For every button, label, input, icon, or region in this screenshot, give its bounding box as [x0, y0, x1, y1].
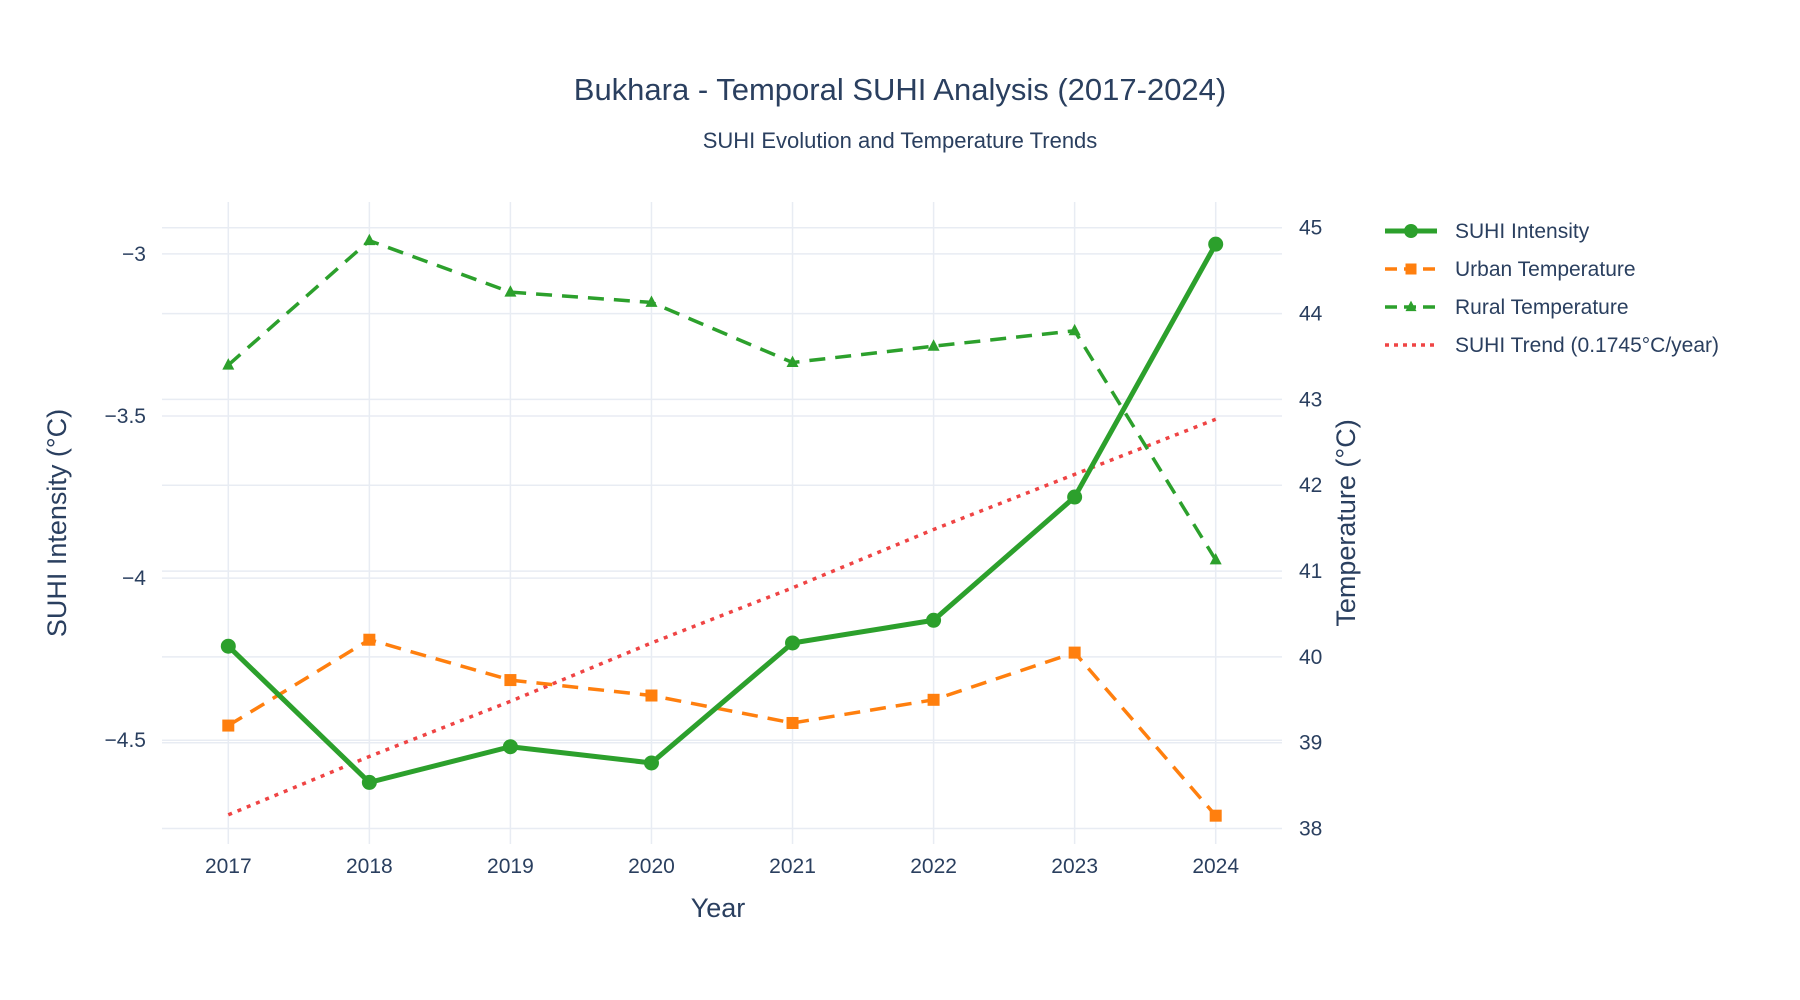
y2-tick-label: 41 — [1299, 560, 1322, 583]
y2-axis-title: Temperature (°C) — [1331, 419, 1361, 626]
series-suhi-trend-0-1745-c-year — [227, 417, 1217, 817]
data-point — [361, 774, 377, 790]
data-point — [363, 233, 376, 246]
legend-marker — [1404, 224, 1418, 238]
y2-tick-label: 39 — [1299, 732, 1322, 755]
data-point — [645, 689, 658, 702]
data-point — [222, 358, 235, 370]
data-point — [1209, 809, 1222, 822]
legend-label: Rural Temperature — [1455, 296, 1629, 319]
legend-item-rural-temperature[interactable]: Rural Temperature — [1385, 296, 1629, 319]
legend-label: SUHI Trend (0.1745°C/year) — [1455, 334, 1719, 357]
x-tick-label: 2019 — [487, 855, 534, 878]
x-tick-label: 2017 — [205, 855, 252, 878]
series-rural-temperature — [222, 233, 1222, 565]
x-tick-label: 2021 — [769, 855, 816, 878]
series-line — [227, 238, 1218, 561]
data-point — [1067, 489, 1083, 505]
x-tick-label: 2023 — [1051, 855, 1098, 878]
data-point — [1068, 323, 1081, 336]
y2-tick-label: 40 — [1299, 646, 1322, 669]
legend-item-suhi-intensity[interactable]: SUHI Intensity — [1385, 220, 1590, 243]
legend-marker — [1405, 263, 1417, 275]
y2-tick-label: 43 — [1299, 388, 1322, 411]
data-point — [643, 755, 659, 771]
y-tick-label: −3.5 — [105, 405, 146, 428]
y-tick-label: −4.5 — [105, 729, 146, 752]
data-point — [363, 633, 376, 646]
data-point — [502, 739, 518, 755]
data-point — [926, 612, 942, 628]
y-axis-title: SUHI Intensity (°C) — [42, 409, 72, 637]
x-axis-title: Year — [691, 893, 746, 923]
legend-item-urban-temperature[interactable]: Urban Temperature — [1385, 258, 1636, 281]
x-tick-label: 2020 — [628, 855, 675, 878]
data-point — [785, 635, 801, 651]
x-tick-label: 2024 — [1192, 855, 1239, 878]
data-point — [1208, 236, 1224, 252]
legend-label: Urban Temperature — [1455, 258, 1636, 281]
data-point — [1209, 553, 1222, 565]
y2-tick-label: 38 — [1299, 818, 1322, 841]
series-line — [226, 242, 1218, 785]
chart-title: Bukhara - Temporal SUHI Analysis (2017-2… — [574, 72, 1226, 107]
series-urban-temperature — [222, 633, 1222, 822]
data-point — [1068, 646, 1081, 659]
y2-tick-label: 45 — [1299, 217, 1322, 240]
tick-labels: 2017 2018 2019 2020 2021 2022 2023 2024 −3 −3.5 −4… — [105, 217, 1323, 878]
data-point — [786, 716, 799, 729]
series-line — [227, 637, 1218, 817]
legend-item-suhi-trend-0-1745-c-year[interactable]: SUHI Trend (0.1745°C/year) — [1385, 334, 1719, 357]
y2-tick-label: 42 — [1299, 474, 1322, 497]
legend-label: SUHI Intensity — [1455, 220, 1590, 243]
series-line — [227, 417, 1217, 817]
gridlines — [162, 202, 1282, 844]
series-suhi-intensity — [220, 236, 1224, 790]
data-point — [222, 719, 235, 732]
data-point — [927, 339, 940, 351]
data-point — [220, 638, 236, 654]
data-point — [504, 285, 517, 297]
x-tick-label: 2022 — [910, 855, 957, 878]
data-point — [786, 355, 799, 367]
legend: SUHI Intensity Urban Temperature Rural Tem… — [1385, 220, 1719, 357]
data-point — [504, 674, 517, 687]
x-tick-label: 2018 — [346, 855, 393, 878]
legend-marker — [1405, 300, 1417, 312]
y-tick-label: −3 — [122, 243, 146, 266]
chart-subtitle: SUHI Evolution and Temperature Trends — [703, 128, 1098, 153]
data-point — [645, 295, 658, 307]
y-tick-label: −4 — [122, 567, 146, 590]
series-layer — [220, 233, 1224, 822]
y2-tick-label: 44 — [1299, 303, 1323, 326]
data-point — [927, 693, 940, 706]
